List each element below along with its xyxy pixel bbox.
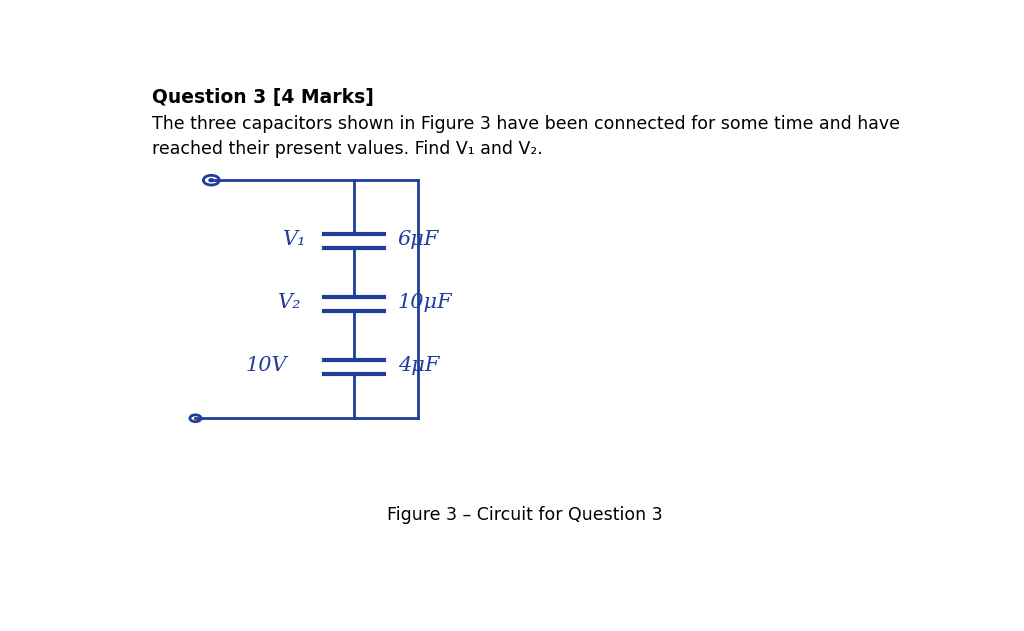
Text: 10V: 10V bbox=[245, 357, 287, 375]
Circle shape bbox=[209, 179, 214, 182]
Text: 10μF: 10μF bbox=[397, 293, 453, 312]
Text: Figure 3 – Circuit for Question 3: Figure 3 – Circuit for Question 3 bbox=[387, 507, 663, 524]
Text: V₂: V₂ bbox=[278, 293, 301, 312]
Text: The three capacitors shown in Figure 3 have been connected for some time and hav: The three capacitors shown in Figure 3 h… bbox=[152, 115, 900, 158]
Text: Question 3 [4 Marks]: Question 3 [4 Marks] bbox=[152, 88, 374, 107]
Text: 4μF: 4μF bbox=[397, 357, 439, 375]
Text: V₁: V₁ bbox=[283, 230, 306, 249]
Text: 6μF: 6μF bbox=[397, 230, 439, 249]
